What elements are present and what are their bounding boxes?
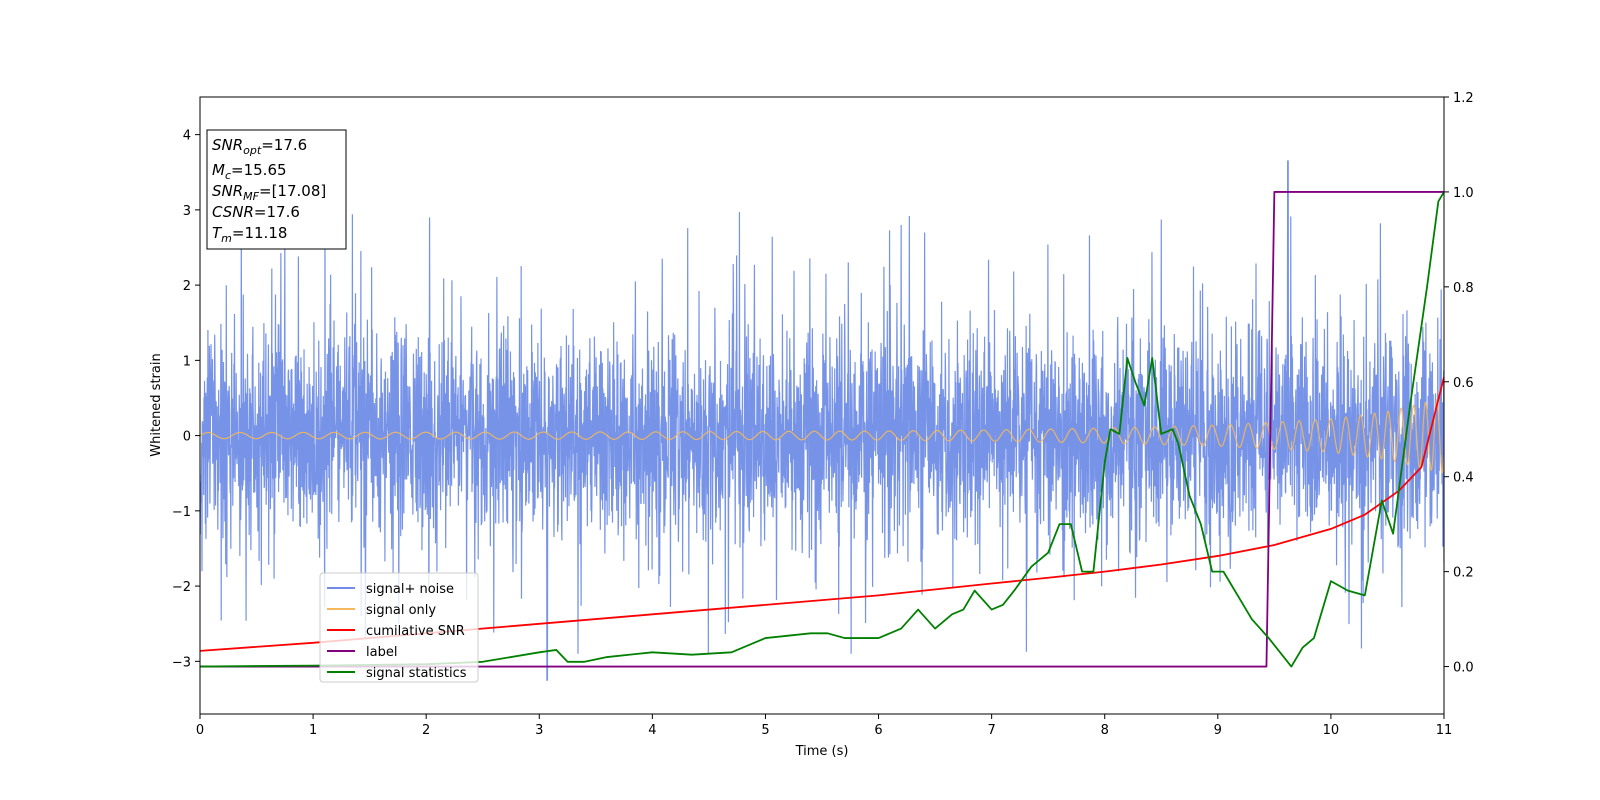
legend-frame (319, 572, 479, 683)
x-tick-label: 4 (648, 723, 656, 738)
y-tick-label: −3 (172, 655, 191, 670)
y-tick-label: −2 (172, 580, 191, 595)
annotation-value: =11.18 (232, 224, 288, 242)
y2-tick-label: 1.2 (1453, 91, 1474, 106)
legend-label: signal statistics (366, 666, 467, 681)
annotation-value: =15.65 (231, 161, 287, 179)
legend: signal+ noise signal only cumilative SNR la… (319, 572, 479, 683)
annotation-line: Mc=15.65 (212, 161, 287, 182)
y2-tick-label: 0.0 (1453, 661, 1474, 676)
x-tick-label: 10 (1323, 723, 1340, 738)
annotation-value: =[17.08] (259, 182, 326, 200)
legend-label: signal+ noise (366, 582, 454, 597)
x-tick-label: 9 (1214, 723, 1222, 738)
x-tick-label: 1 (309, 723, 317, 738)
x-tick-label: 8 (1101, 723, 1109, 738)
annotation-line: Tm=11.18 (212, 224, 287, 245)
annotation-frame (206, 129, 347, 250)
series-line-cumilative-snr (200, 376, 1444, 652)
x-tick-label: 5 (761, 723, 769, 738)
x-tick-label: 2 (422, 723, 430, 738)
x-axis-label: Time (s) (795, 744, 849, 759)
annotation-symbol: SNR (212, 136, 243, 154)
legend-label: signal only (366, 603, 436, 618)
annotation-subscript: c (225, 169, 231, 182)
series-line-signal-only (200, 398, 1444, 474)
y-tick-label: 2 (183, 279, 191, 294)
x-tick-label: 7 (987, 723, 995, 738)
y-tick-label: −1 (172, 505, 191, 520)
annotation-lines: SNRopt=17.6Mc=15.65SNRMF=[17.08]CSNR=17.… (212, 136, 326, 245)
y2-tick-label: 0.2 (1453, 566, 1474, 581)
series-line-signal-noise (200, 160, 1444, 681)
y2-tick-label: 0.8 (1453, 281, 1474, 296)
legend-label: cumilative SNR (366, 624, 465, 639)
annotation-value: =17.6 (261, 136, 307, 154)
legend-items: signal+ noise signal only cumilative SNR la… (327, 582, 467, 681)
annotation-subscript: MF (243, 190, 259, 203)
plot-frame (199, 96, 1445, 715)
series-layer (200, 160, 1444, 681)
y-tick-label: 0 (183, 430, 191, 445)
annotation-box: SNRopt=17.6Mc=15.65SNRMF=[17.08]CSNR=17.… (206, 129, 347, 250)
annotation-subscript: opt (243, 144, 262, 157)
y-tick-label: 4 (183, 129, 191, 144)
legend-label: label (366, 645, 397, 660)
y-tick-label: 1 (183, 354, 191, 369)
annotation-line: SNRMF=[17.08] (212, 182, 326, 203)
x-tick-label: 6 (874, 723, 882, 738)
ticks-layer: 0 1 2 3 4 5 6 7 8 9 10 11 −3 −2 −1 0 1 2 3 4 0.0 0.2 0.4 0.6 0.8… (172, 91, 1474, 738)
x-tick-label: 0 (196, 723, 204, 738)
series-line-label (200, 191, 1444, 668)
annotation-line: SNRopt=17.6 (212, 136, 307, 157)
annotation-value: =17.6 (254, 203, 300, 221)
annotation-symbol: SNR (212, 182, 243, 200)
annotation-symbol: M (212, 161, 225, 179)
x-tick-label: 11 (1436, 723, 1453, 738)
y2-tick-label: 1.0 (1453, 186, 1474, 201)
y2-tick-label: 0.6 (1453, 376, 1474, 391)
annotation-symbol: T (212, 224, 223, 242)
annotation-subscript: m (221, 232, 232, 245)
y-axis-label: Whitened strain (149, 353, 164, 456)
y-tick-label: 3 (183, 204, 191, 219)
y2-tick-label: 0.4 (1453, 471, 1474, 486)
annotation-symbol: CSNR (212, 203, 254, 221)
series-line-signal-statistics (200, 191, 1444, 668)
annotation-line: CSNR=17.6 (212, 203, 300, 221)
x-tick-label: 3 (535, 723, 543, 738)
